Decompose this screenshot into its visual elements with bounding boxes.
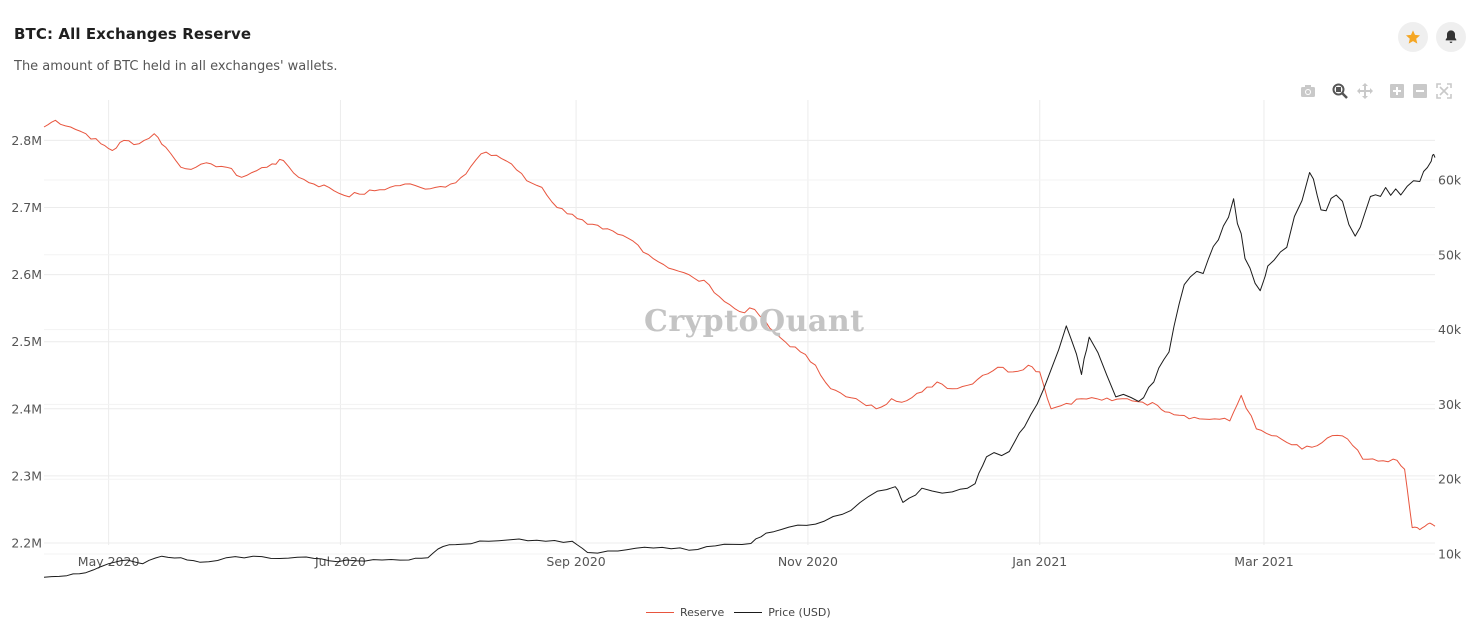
zoom-in-icon[interactable] <box>1388 82 1406 100</box>
autoscale-icon[interactable] <box>1435 82 1453 100</box>
y-right-tick-label: 40k <box>1438 322 1462 337</box>
favorite-button[interactable] <box>1398 22 1428 52</box>
legend-swatch-reserve <box>646 612 674 613</box>
zoom-out-icon[interactable] <box>1411 82 1429 100</box>
x-tick-label: Jan 2021 <box>1011 554 1067 569</box>
y-left-tick-label: 2.5M <box>11 334 42 349</box>
legend-item-reserve[interactable]: Reserve <box>646 606 724 619</box>
y-right-tick-label: 60k <box>1438 173 1462 188</box>
star-icon <box>1406 30 1420 44</box>
pan-icon[interactable] <box>1356 82 1374 100</box>
chart-subtitle: The amount of BTC held in all exchanges'… <box>14 59 338 74</box>
watermark-logo: CryptoQuant <box>644 304 865 339</box>
legend-item-price[interactable]: Price (USD) <box>734 606 831 619</box>
y-left-tick-label: 2.4M <box>11 401 42 416</box>
legend-label-price: Price (USD) <box>768 606 831 619</box>
x-tick-label: Sep 2020 <box>546 554 605 569</box>
legend-label-reserve: Reserve <box>680 606 725 619</box>
bell-icon <box>1445 30 1457 43</box>
legend-swatch-price <box>734 612 763 613</box>
y-right-tick-label: 10k <box>1438 547 1462 562</box>
reserve-line <box>43 119 1436 531</box>
y-left-tick-label: 2.8M <box>11 133 42 148</box>
y-left-tick-label: 2.6M <box>11 267 42 282</box>
y-left-tick-label: 2.7M <box>11 200 42 215</box>
camera-icon[interactable] <box>1299 82 1317 100</box>
x-tick-label: May 2020 <box>78 554 140 569</box>
y-right-tick-label: 30k <box>1438 397 1462 412</box>
y-left-tick-label: 2.3M <box>11 468 42 483</box>
chart-legend: Reserve Price (USD) <box>646 606 841 619</box>
x-tick-label: Mar 2021 <box>1234 554 1293 569</box>
x-tick-label: Nov 2020 <box>778 554 838 569</box>
y-right-tick-label: 20k <box>1438 472 1462 487</box>
chart-title: BTC: All Exchanges Reserve <box>14 25 252 43</box>
zoom-icon[interactable] <box>1331 82 1349 100</box>
y-right-tick-label: 50k <box>1438 247 1462 262</box>
alert-button[interactable] <box>1436 22 1466 52</box>
price-line <box>43 153 1436 578</box>
y-left-tick-label: 2.2M <box>11 536 42 551</box>
